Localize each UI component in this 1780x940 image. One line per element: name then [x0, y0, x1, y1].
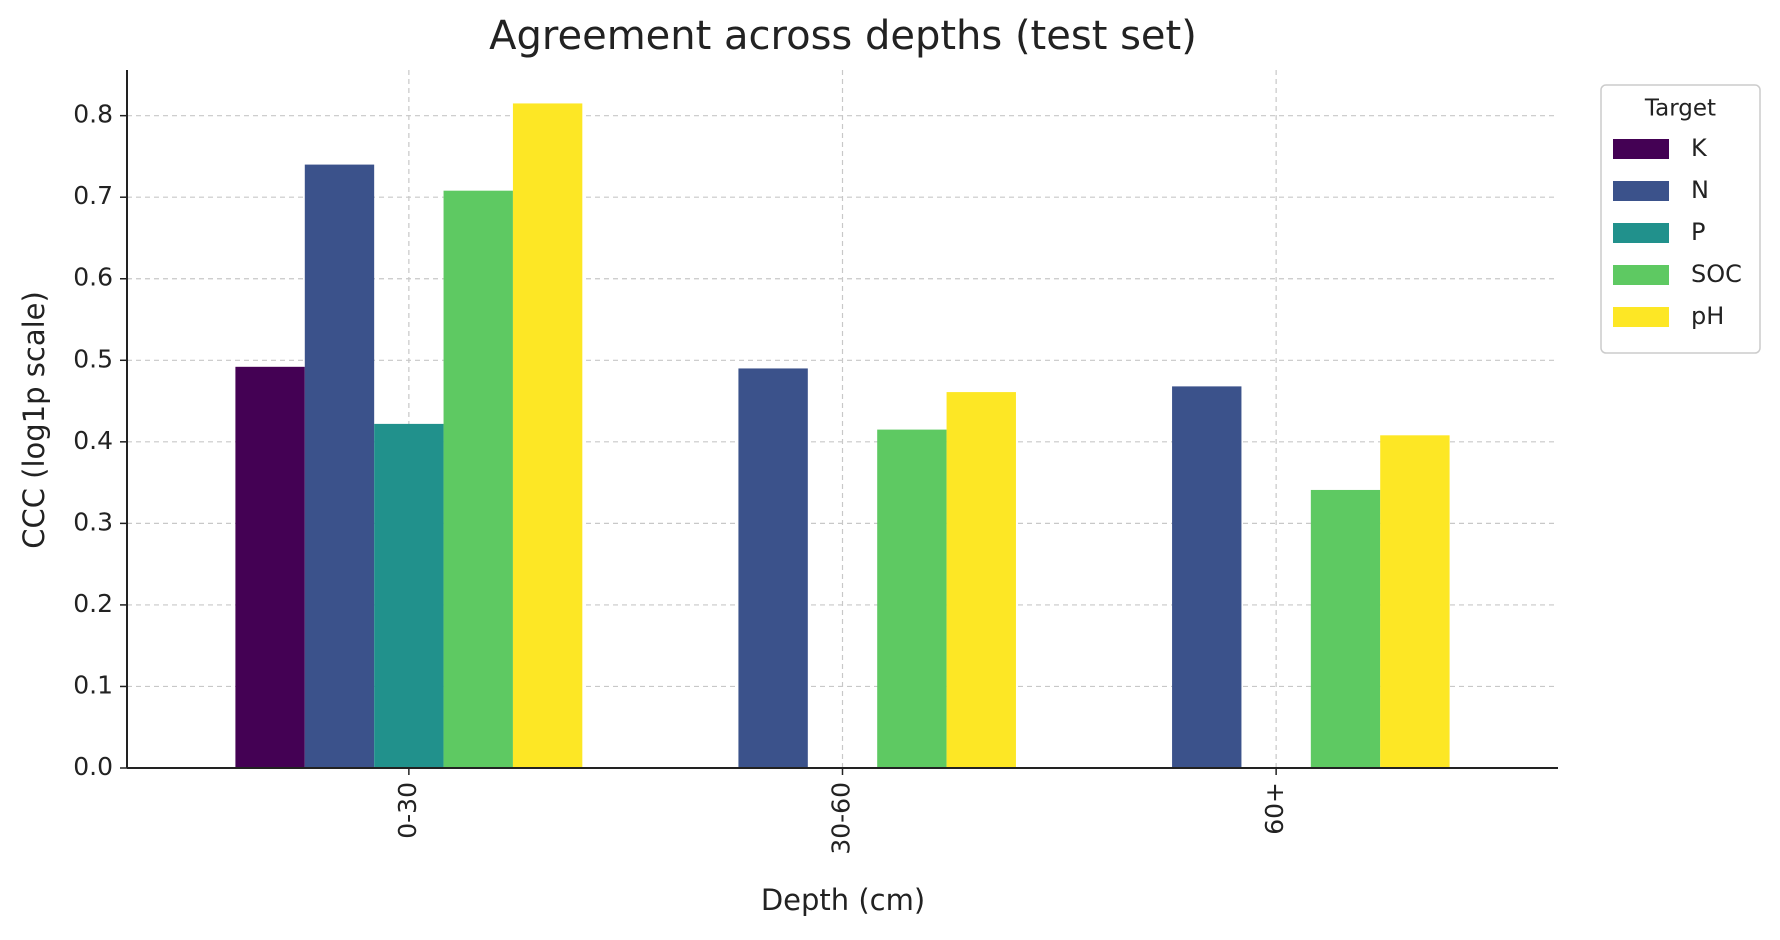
- y-tick-label: 0.0: [73, 752, 113, 781]
- bar: [1310, 489, 1381, 768]
- y-tick-label: 0.6: [73, 263, 113, 292]
- y-axis-label: CCC (log1p scale): [17, 291, 51, 549]
- bar: [374, 423, 444, 768]
- x-tick-label: 30-60: [827, 782, 856, 855]
- legend-label: SOC: [1691, 260, 1742, 288]
- y-tick-label: 0.5: [73, 344, 113, 373]
- y-tick-label: 0.2: [73, 589, 113, 618]
- legend-label: K: [1691, 134, 1708, 162]
- bar: [512, 103, 583, 768]
- bar: [304, 164, 375, 768]
- chart-title: Agreement across depths (test set): [489, 13, 1197, 59]
- legend-label: pH: [1691, 302, 1724, 330]
- legend-swatch: [1613, 139, 1669, 159]
- legend-label: P: [1691, 218, 1705, 246]
- bar: [235, 366, 305, 768]
- legend-title: Target: [1644, 96, 1716, 122]
- x-axis-label: Depth (cm): [761, 883, 925, 917]
- legend-swatch: [1613, 307, 1669, 327]
- legend-swatch: [1613, 223, 1669, 243]
- y-tick-label: 0.1: [73, 670, 113, 699]
- x-tick-label: 60+: [1260, 782, 1289, 835]
- legend-swatch: [1613, 181, 1669, 201]
- bar: [1380, 435, 1450, 768]
- bar: [738, 368, 808, 768]
- bar: [443, 190, 513, 768]
- bar: [1172, 386, 1242, 768]
- y-tick-label: 0.7: [73, 181, 113, 210]
- bar: [877, 429, 947, 768]
- x-tick-label: 0-30: [393, 782, 422, 839]
- y-tick-label: 0.8: [73, 100, 113, 129]
- y-tick-label: 0.3: [73, 507, 113, 536]
- bar: [946, 392, 1016, 768]
- legend-swatch: [1613, 265, 1669, 285]
- legend-label: N: [1691, 176, 1709, 204]
- y-tick-label: 0.4: [73, 426, 113, 455]
